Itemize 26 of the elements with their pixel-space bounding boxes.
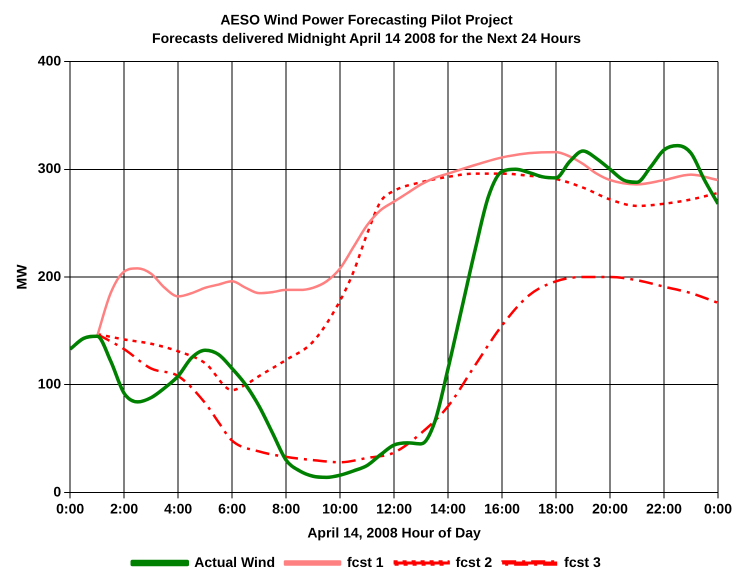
legend-label: fcst 2 [456, 554, 492, 570]
y-axis-title: MW [13, 264, 30, 290]
x-tick-label: 4:00 [164, 500, 192, 517]
x-axis-title: April 14, 2008 Hour of Day [307, 524, 482, 540]
y-tick-label: 100 [38, 376, 62, 392]
x-tick-label: 12:00 [376, 500, 412, 517]
x-tick-label: 16:00 [484, 500, 520, 517]
legend-label: fcst 1 [347, 554, 384, 570]
y-tick-label: 0 [53, 483, 62, 500]
y-tick-label: 400 [38, 52, 62, 68]
y-tick-label: 300 [38, 160, 62, 176]
x-tick-label: 8:00 [272, 500, 300, 517]
x-tick-label: 0:00 [56, 500, 84, 517]
x-tick-label: 14:00 [430, 500, 466, 517]
x-tick-label: 10:00 [322, 500, 358, 517]
legend-label: fcst 3 [564, 554, 601, 570]
x-tick-label: 6:00 [218, 500, 246, 517]
x-tick-label: 0:00 [704, 500, 732, 517]
x-tick-label: 18:00 [538, 500, 574, 517]
chart-title: AESO Wind Power Forecasting Pilot Project [220, 11, 514, 28]
chart-subtitle: Forecasts delivered Midnight April 14 2008 for the Next 24 Hours [152, 30, 582, 46]
y-tick-label: 200 [38, 268, 62, 284]
x-tick-label: 22:00 [646, 500, 682, 517]
x-tick-label: 2:00 [110, 500, 138, 517]
legend-label: Actual Wind [194, 554, 276, 570]
x-tick-label: 20:00 [592, 500, 628, 517]
